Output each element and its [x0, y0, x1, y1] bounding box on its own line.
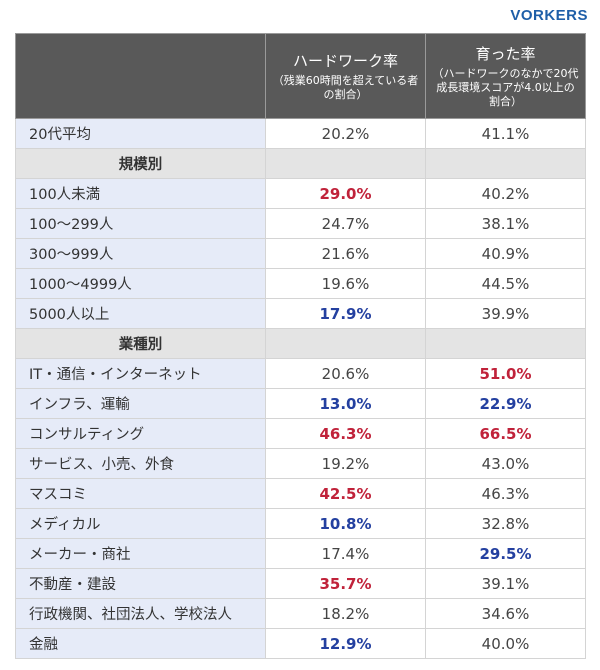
table-row: IT・通信・インターネット 20.6% 51.0%	[15, 358, 586, 389]
hardwork-rate-value: 10.8%	[265, 508, 426, 539]
table-row: 1000〜4999人 19.6% 44.5%	[15, 268, 586, 299]
growth-rate-value: 38.1%	[425, 208, 586, 239]
hardwork-rate-value: 17.9%	[265, 298, 426, 329]
hardwork-rate-value: 13.0%	[265, 388, 426, 419]
row-label: メディカル	[15, 508, 266, 539]
growth-rate-value: 32.8%	[425, 508, 586, 539]
row-label: マスコミ	[15, 478, 266, 509]
table-row: 5000人以上 17.9% 39.9%	[15, 298, 586, 329]
hardwork-rate-value: 12.9%	[265, 628, 426, 659]
row-label: 行政機関、社団法人、学校法人	[15, 598, 266, 629]
growth-rate-value: 44.5%	[425, 268, 586, 299]
growth-rate-value: 46.3%	[425, 478, 586, 509]
table-body: 20代平均 20.2% 41.1% 規模別 100人未満 29.0% 40.2% 100〜29…	[15, 118, 586, 659]
row-label: 金融	[15, 628, 266, 659]
brand-logo: VORKERS	[510, 7, 588, 24]
table-row: マスコミ 42.5% 46.3%	[15, 478, 586, 509]
growth-rate-value: 40.9%	[425, 238, 586, 269]
table-row: 不動産・建設 35.7% 39.1%	[15, 568, 586, 599]
section-empty-cell	[425, 328, 586, 359]
row-label: IT・通信・インターネット	[15, 358, 266, 389]
growth-rate-value: 40.2%	[425, 178, 586, 209]
hardwork-rate-value: 21.6%	[265, 238, 426, 269]
section-empty-cell	[265, 328, 426, 359]
hardwork-rate-value: 46.3%	[265, 418, 426, 449]
table-header-row: ハードワーク率 （残業60時間を超えている者の割合） 育った率 （ハードワークの…	[15, 33, 586, 119]
table-row: インフラ、運輸 13.0% 22.9%	[15, 388, 586, 419]
header-growth-rate: 育った率 （ハードワークのなかで20代成長環境スコアが4.0以上の割合）	[425, 33, 586, 119]
row-label: サービス、小売、外食	[15, 448, 266, 479]
header-growth-title: 育った率	[475, 45, 536, 63]
growth-rate-value: 66.5%	[425, 418, 586, 449]
growth-rate-value: 34.6%	[425, 598, 586, 629]
section-label: 業種別	[15, 328, 266, 359]
hardwork-rate-value: 42.5%	[265, 478, 426, 509]
row-label: コンサルティング	[15, 418, 266, 449]
header-blank-cell	[15, 33, 266, 119]
growth-rate-value: 39.1%	[425, 568, 586, 599]
row-label: 100人未満	[15, 178, 266, 209]
growth-rate-value: 40.0%	[425, 628, 586, 659]
section-empty-cell	[425, 148, 586, 179]
hardwork-rate-value: 20.6%	[265, 358, 426, 389]
header-hardwork-note: （残業60時間を超えている者の割合）	[272, 74, 419, 101]
table-row: メーカー・商社 17.4% 29.5%	[15, 538, 586, 569]
hardwork-rate-value: 17.4%	[265, 538, 426, 569]
section-header-row: 規模別	[15, 148, 586, 179]
table-row: メディカル 10.8% 32.8%	[15, 508, 586, 539]
growth-rate-value: 39.9%	[425, 298, 586, 329]
header-hardwork-rate: ハードワーク率 （残業60時間を超えている者の割合）	[265, 33, 426, 119]
row-label: 300〜999人	[15, 238, 266, 269]
growth-rate-value: 22.9%	[425, 388, 586, 419]
growth-rate-value: 29.5%	[425, 538, 586, 569]
hardwork-rate-value: 18.2%	[265, 598, 426, 629]
table-row: 金融 12.9% 40.0%	[15, 628, 586, 659]
header-growth-note: （ハードワークのなかで20代成長環境スコアが4.0以上の割合）	[432, 67, 579, 108]
header-hardwork-title: ハードワーク率	[292, 52, 398, 70]
table-row: 行政機関、社団法人、学校法人 18.2% 34.6%	[15, 598, 586, 629]
section-label: 規模別	[15, 148, 266, 179]
section-header-row: 業種別	[15, 328, 586, 359]
hardwork-rate-value: 35.7%	[265, 568, 426, 599]
table-row: コンサルティング 46.3% 66.5%	[15, 418, 586, 449]
row-label: メーカー・商社	[15, 538, 266, 569]
row-label: 5000人以上	[15, 298, 266, 329]
row-label: 不動産・建設	[15, 568, 266, 599]
row-label: 100〜299人	[15, 208, 266, 239]
hardwork-rate-value: 29.0%	[265, 178, 426, 209]
growth-rate-value: 51.0%	[425, 358, 586, 389]
hardwork-rate-value: 19.6%	[265, 268, 426, 299]
table-row: 100〜299人 24.7% 38.1%	[15, 208, 586, 239]
hardwork-rate-value: 19.2%	[265, 448, 426, 479]
hardwork-rate-value: 24.7%	[265, 208, 426, 239]
comparison-table: ハードワーク率 （残業60時間を超えている者の割合） 育った率 （ハードワークの…	[15, 33, 586, 659]
growth-rate-value: 43.0%	[425, 448, 586, 479]
row-label: 20代平均	[15, 118, 266, 149]
table-row: サービス、小売、外食 19.2% 43.0%	[15, 448, 586, 479]
table-row: 100人未満 29.0% 40.2%	[15, 178, 586, 209]
table-row: 300〜999人 21.6% 40.9%	[15, 238, 586, 269]
table-row: 20代平均 20.2% 41.1%	[15, 118, 586, 149]
hardwork-rate-value: 20.2%	[265, 118, 426, 149]
growth-rate-value: 41.1%	[425, 118, 586, 149]
section-empty-cell	[265, 148, 426, 179]
row-label: 1000〜4999人	[15, 268, 266, 299]
row-label: インフラ、運輸	[15, 388, 266, 419]
